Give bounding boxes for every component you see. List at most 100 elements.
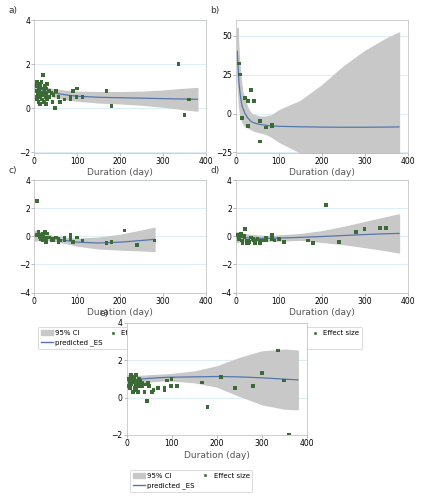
Point bbox=[35, 80, 42, 88]
Point bbox=[49, 98, 56, 106]
Point bbox=[237, 70, 244, 78]
Point bbox=[51, 104, 58, 112]
Point bbox=[248, 86, 254, 94]
Point bbox=[43, 235, 50, 243]
Point bbox=[145, 382, 153, 390]
Point bbox=[37, 100, 44, 108]
Point bbox=[240, 232, 247, 240]
Point bbox=[48, 89, 55, 97]
Point bbox=[269, 235, 275, 243]
Point bbox=[258, 236, 265, 244]
Point bbox=[126, 378, 133, 386]
Point bbox=[108, 102, 115, 110]
Point bbox=[37, 84, 44, 92]
Point bbox=[241, 234, 248, 241]
Legend: 95% CI, predicted _ES, Effect size: 95% CI, predicted _ES, Effect size bbox=[239, 193, 362, 215]
Point bbox=[269, 122, 275, 130]
Point bbox=[128, 371, 135, 379]
Point bbox=[33, 94, 40, 102]
Point bbox=[79, 94, 86, 102]
Point bbox=[263, 234, 269, 241]
Point bbox=[125, 382, 132, 390]
Point bbox=[55, 238, 62, 246]
Point bbox=[125, 375, 132, 383]
Point bbox=[249, 382, 256, 390]
Point bbox=[55, 235, 62, 243]
Point bbox=[42, 94, 49, 102]
Point bbox=[42, 228, 48, 236]
Point bbox=[269, 120, 275, 128]
Point bbox=[130, 378, 137, 386]
Point bbox=[43, 84, 50, 92]
Point bbox=[67, 231, 74, 239]
Point bbox=[257, 240, 263, 248]
Point bbox=[129, 376, 136, 384]
Point bbox=[61, 96, 68, 104]
Point bbox=[67, 96, 74, 104]
Point bbox=[275, 346, 281, 354]
Point bbox=[248, 234, 254, 241]
X-axis label: Duration (day): Duration (day) bbox=[87, 168, 153, 177]
Point bbox=[130, 375, 136, 383]
Point bbox=[353, 228, 360, 236]
Point bbox=[148, 388, 155, 396]
Point bbox=[254, 235, 261, 243]
Point bbox=[243, 240, 250, 248]
Point bbox=[43, 100, 50, 108]
Point bbox=[39, 96, 45, 104]
X-axis label: Duration (day): Duration (day) bbox=[289, 308, 355, 318]
Legend: 95% CI, predicted _ES, Effect size: 95% CI, predicted _ES, Effect size bbox=[38, 328, 160, 349]
Point bbox=[383, 224, 390, 232]
Point bbox=[35, 98, 42, 106]
Point bbox=[108, 238, 115, 246]
Point bbox=[67, 94, 74, 102]
Point bbox=[40, 98, 47, 106]
Point bbox=[269, 231, 275, 239]
Point bbox=[167, 382, 174, 390]
Point bbox=[135, 388, 142, 396]
Point bbox=[37, 235, 44, 243]
Point bbox=[44, 230, 51, 237]
Point bbox=[236, 235, 242, 243]
Point bbox=[34, 96, 41, 104]
Point bbox=[185, 96, 192, 104]
Point bbox=[37, 232, 44, 240]
Point bbox=[252, 240, 259, 248]
Point bbox=[174, 382, 181, 390]
Point bbox=[245, 97, 251, 105]
Point bbox=[40, 71, 47, 79]
Point bbox=[48, 236, 55, 244]
Point bbox=[57, 236, 63, 244]
Point bbox=[143, 397, 150, 405]
Point bbox=[242, 225, 248, 233]
Point bbox=[43, 238, 50, 246]
Legend: 95% CI, predicted _ES, Effect size: 95% CI, predicted _ES, Effect size bbox=[38, 193, 160, 215]
X-axis label: Duration (day): Duration (day) bbox=[87, 308, 153, 318]
Point bbox=[250, 235, 257, 243]
Point bbox=[245, 122, 251, 130]
Point bbox=[42, 82, 48, 90]
Point bbox=[263, 236, 269, 244]
Point bbox=[239, 240, 246, 248]
Point bbox=[139, 378, 146, 386]
Point bbox=[49, 235, 56, 243]
Point bbox=[361, 225, 368, 233]
Point bbox=[46, 94, 53, 102]
Point bbox=[39, 236, 46, 244]
Point bbox=[134, 376, 141, 384]
Legend: 95% CI, predicted _ES, Effect size: 95% CI, predicted _ES, Effect size bbox=[239, 328, 362, 349]
Point bbox=[52, 86, 59, 94]
Point bbox=[121, 226, 128, 234]
Point bbox=[134, 382, 141, 390]
Point bbox=[236, 60, 242, 68]
Point bbox=[42, 234, 48, 241]
X-axis label: Duration (day): Duration (day) bbox=[184, 451, 250, 460]
Point bbox=[150, 386, 157, 394]
Point bbox=[130, 388, 136, 396]
Text: d): d) bbox=[210, 166, 220, 175]
Point bbox=[275, 235, 282, 243]
Point bbox=[285, 431, 292, 439]
Point bbox=[231, 384, 238, 392]
Point bbox=[52, 234, 59, 241]
Point bbox=[145, 378, 151, 386]
